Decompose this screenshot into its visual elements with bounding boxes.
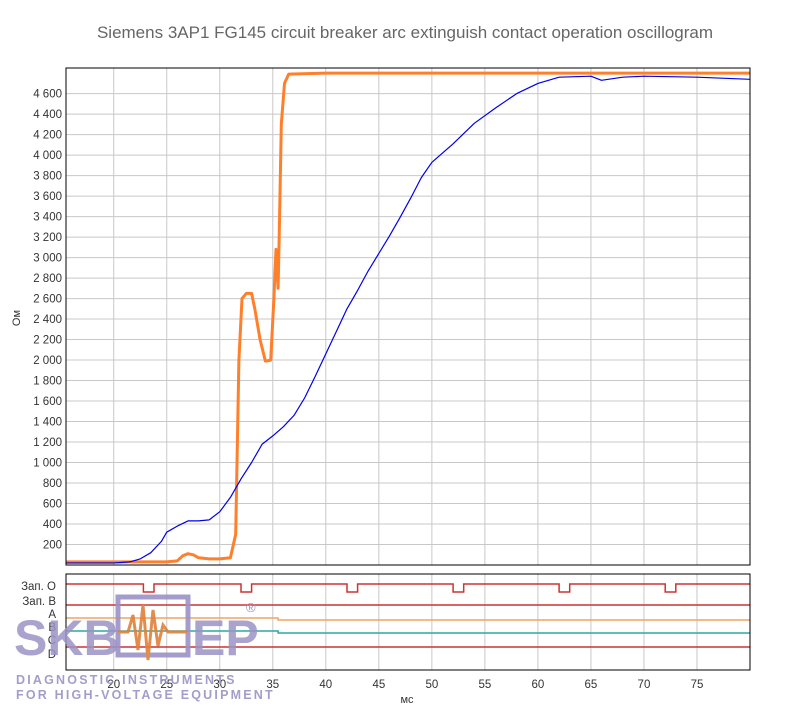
x-axis-label: мс: [400, 694, 414, 706]
y-tick-label: 2 200: [33, 335, 62, 347]
digital-channel-1: [66, 583, 750, 593]
x-tick-label: 20: [107, 679, 120, 691]
skbep-logo: SKB EP ® DIAGNOSTIC INSTRUMENTS FOR HIGH…: [14, 594, 275, 702]
y-tick-label: 1 600: [33, 396, 62, 408]
logo-waveform-icon: [115, 594, 191, 661]
x-tick-label: 65: [585, 679, 598, 691]
main-grid: [66, 68, 750, 565]
y-tick-label: 3 600: [33, 191, 62, 203]
series-line-2: [66, 75, 751, 564]
x-tick-label: 75: [691, 679, 704, 691]
channel-label: A: [48, 609, 56, 621]
digital-channels: [66, 583, 750, 648]
main-plot-frame: [65, 67, 751, 566]
y-tick-label: 3 800: [33, 171, 62, 183]
y-tick-label: 4 400: [33, 109, 62, 121]
y-tick-label: 3 200: [33, 232, 62, 244]
channel-label: Зап. О: [21, 581, 56, 593]
x-tick-label: 60: [532, 679, 545, 691]
logo-tagline-2: FOR HIGH-VOLTAGE EQUIPMENT: [16, 688, 275, 702]
chart-title: Siemens 3AP1 FG145 circuit breaker arc e…: [97, 23, 713, 42]
y-tick-label: 4 000: [33, 150, 62, 162]
channel-label: C: [48, 635, 56, 647]
y-tick-label: 400: [43, 519, 62, 531]
channel-label: B: [48, 622, 56, 634]
x-tick-label: 55: [478, 679, 491, 691]
x-tick-label: 35: [266, 679, 279, 691]
x-tick-label: 30: [213, 679, 226, 691]
y-tick-label: 200: [43, 540, 62, 552]
y-tick-label: 4 600: [33, 89, 62, 101]
y-tick-labels: 200 400 600 800 1 000 1 200 1 400 1 600 1 800 2 0…: [33, 89, 62, 552]
y-tick-label: 1 800: [33, 376, 62, 388]
y-tick-label: 1 400: [33, 417, 62, 429]
series-layer: [66, 71, 751, 564]
x-tick-label: 25: [160, 679, 173, 691]
x-tick-label: 40: [319, 679, 332, 691]
x-tick-label: 70: [638, 679, 651, 691]
channel-label: D: [48, 649, 56, 661]
y-tick-label: 600: [43, 499, 62, 511]
y-tick-label: 800: [43, 478, 62, 490]
y-tick-label: 2 600: [33, 294, 62, 306]
y-tick-label: 1 000: [33, 458, 62, 470]
x-tick-labels: 20 25 30 35 40 45 50 55 60 65 70 75: [107, 679, 703, 691]
digital-channel-3: [66, 617, 750, 621]
x-tick-label: 45: [372, 679, 385, 691]
y-tick-label: 3 000: [33, 253, 62, 265]
y-tick-label: 3 400: [33, 212, 62, 224]
bottom-plot-frame: [65, 573, 751, 671]
series-line-1: [66, 71, 750, 564]
y-tick-label: 2 400: [33, 314, 62, 326]
y-tick-label: 2 800: [33, 273, 62, 285]
y-axis-label: Ом: [11, 310, 23, 326]
y-tick-label: 2 000: [33, 355, 62, 367]
logo-tagline-1: DIAGNOSTIC INSTRUMENTS: [16, 673, 237, 687]
y-tick-label: 1 200: [33, 437, 62, 449]
logo-right-text: EP: [192, 610, 259, 666]
logo-registered-mark: ®: [246, 600, 256, 615]
bottom-grid: [113, 574, 698, 670]
channel-label: Зап. В: [22, 596, 56, 608]
logo-left-text: SKB: [14, 610, 120, 666]
y-tick-label: 4 200: [33, 130, 62, 142]
x-tick-label: 50: [425, 679, 438, 691]
